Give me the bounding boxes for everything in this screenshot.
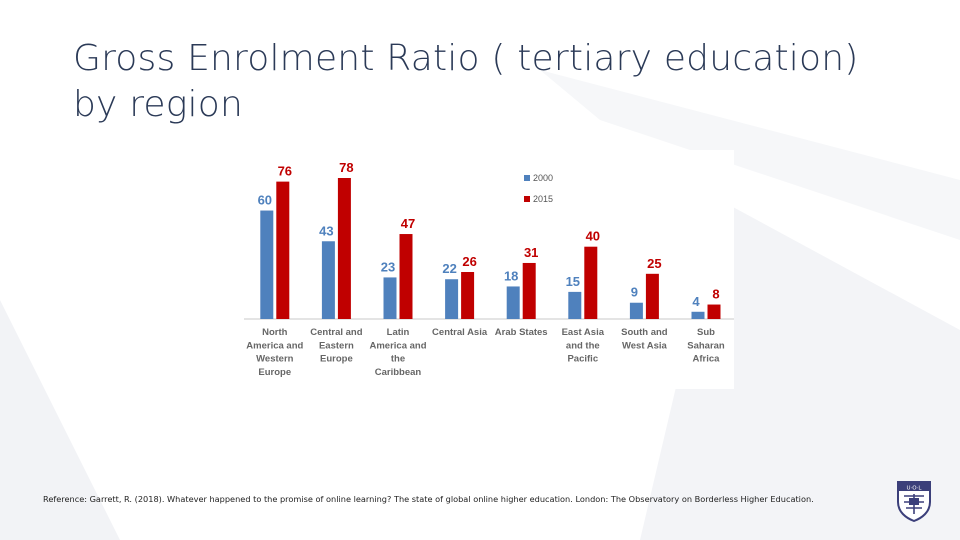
bar-2000-6 xyxy=(629,302,643,319)
legend-swatch-2000 xyxy=(524,175,530,181)
category-label-5-line-0: East Asia xyxy=(562,327,605,338)
category-label-2-line-3: Caribbean xyxy=(375,367,422,378)
data-label-2000-5: 15 xyxy=(566,274,580,289)
crest-book xyxy=(909,498,919,505)
bar-2015-2 xyxy=(399,234,413,319)
data-label-2000-0: 60 xyxy=(258,193,272,208)
bar-2015-1 xyxy=(337,178,351,319)
category-label-5-line-2: Pacific xyxy=(567,354,598,365)
crest-band xyxy=(899,483,929,491)
category-label-3-line-0: Central Asia xyxy=(432,327,488,338)
university-crest-logo: U·O·L xyxy=(897,481,931,522)
category-label-0-line-1: America and xyxy=(246,340,303,351)
reference-text: Reference: Garrett, R. (2018). Whatever … xyxy=(43,494,814,504)
data-label-2000-7: 4 xyxy=(692,294,700,309)
bar-2000-2 xyxy=(383,277,397,319)
data-label-2015-2: 47 xyxy=(401,216,415,231)
bar-2000-3 xyxy=(445,279,459,319)
category-label-2-line-1: America and xyxy=(369,340,426,351)
legend-label-2015: 2015 xyxy=(533,194,553,204)
category-label-2-line-2: the xyxy=(391,354,405,365)
category-label-7-line-1: Saharan xyxy=(687,340,725,351)
bar-2000-7 xyxy=(691,311,705,319)
data-label-2015-5: 40 xyxy=(586,229,600,244)
category-label-1-line-2: Europe xyxy=(320,354,353,365)
data-label-2000-6: 9 xyxy=(631,285,638,300)
category-label-6-line-0: South and xyxy=(621,327,668,338)
data-label-2015-3: 26 xyxy=(462,254,476,269)
category-label-0-line-2: Western xyxy=(256,354,294,365)
category-label-7-line-0: Sub xyxy=(697,327,715,338)
bar-2015-6 xyxy=(645,273,659,319)
bar-2015-0 xyxy=(276,181,290,319)
data-label-2000-1: 43 xyxy=(319,223,333,238)
category-label-0-line-3: Europe xyxy=(258,367,291,378)
data-label-2015-6: 25 xyxy=(647,256,661,271)
bar-2000-4 xyxy=(506,286,520,319)
bar-2000-0 xyxy=(260,210,274,319)
legend-label-2000: 2000 xyxy=(533,173,553,183)
category-label-7-line-2: Africa xyxy=(693,354,721,365)
bar-2015-3 xyxy=(461,272,475,319)
data-label-2015-7: 8 xyxy=(712,287,719,302)
bar-2000-1 xyxy=(321,241,335,319)
category-label-0-line-0: North xyxy=(262,327,288,338)
category-label-6-line-1: West Asia xyxy=(622,340,668,351)
bar-2015-7 xyxy=(707,304,721,319)
bar-2015-5 xyxy=(584,246,598,319)
bar-2000-5 xyxy=(568,291,582,319)
data-label-2015-4: 31 xyxy=(524,245,538,260)
category-label-2-line-0: Latin xyxy=(387,327,410,338)
chart-container: 60 76 North America and Western Europe 43 78 Cen… xyxy=(226,150,734,389)
category-label-1-line-1: Eastern xyxy=(319,340,354,351)
data-label-2000-4: 18 xyxy=(504,268,518,283)
category-label-5-line-1: and the xyxy=(566,340,600,351)
bar-2015-4 xyxy=(522,262,536,319)
data-label-2000-3: 22 xyxy=(442,261,456,276)
bar-chart: 60 76 North America and Western Europe 43 78 Cen… xyxy=(244,160,734,378)
slide-title: Gross Enrolment Ratio ( tertiary educati… xyxy=(73,38,859,125)
crest-lettering: U·O·L xyxy=(907,486,923,492)
category-label-1-line-0: Central and xyxy=(310,327,362,338)
data-label-2015-0: 76 xyxy=(278,164,292,179)
legend-swatch-2015 xyxy=(524,196,530,202)
data-label-2015-1: 78 xyxy=(339,160,353,175)
category-label-4-line-0: Arab States xyxy=(495,327,548,338)
data-label-2000-2: 23 xyxy=(381,259,395,274)
